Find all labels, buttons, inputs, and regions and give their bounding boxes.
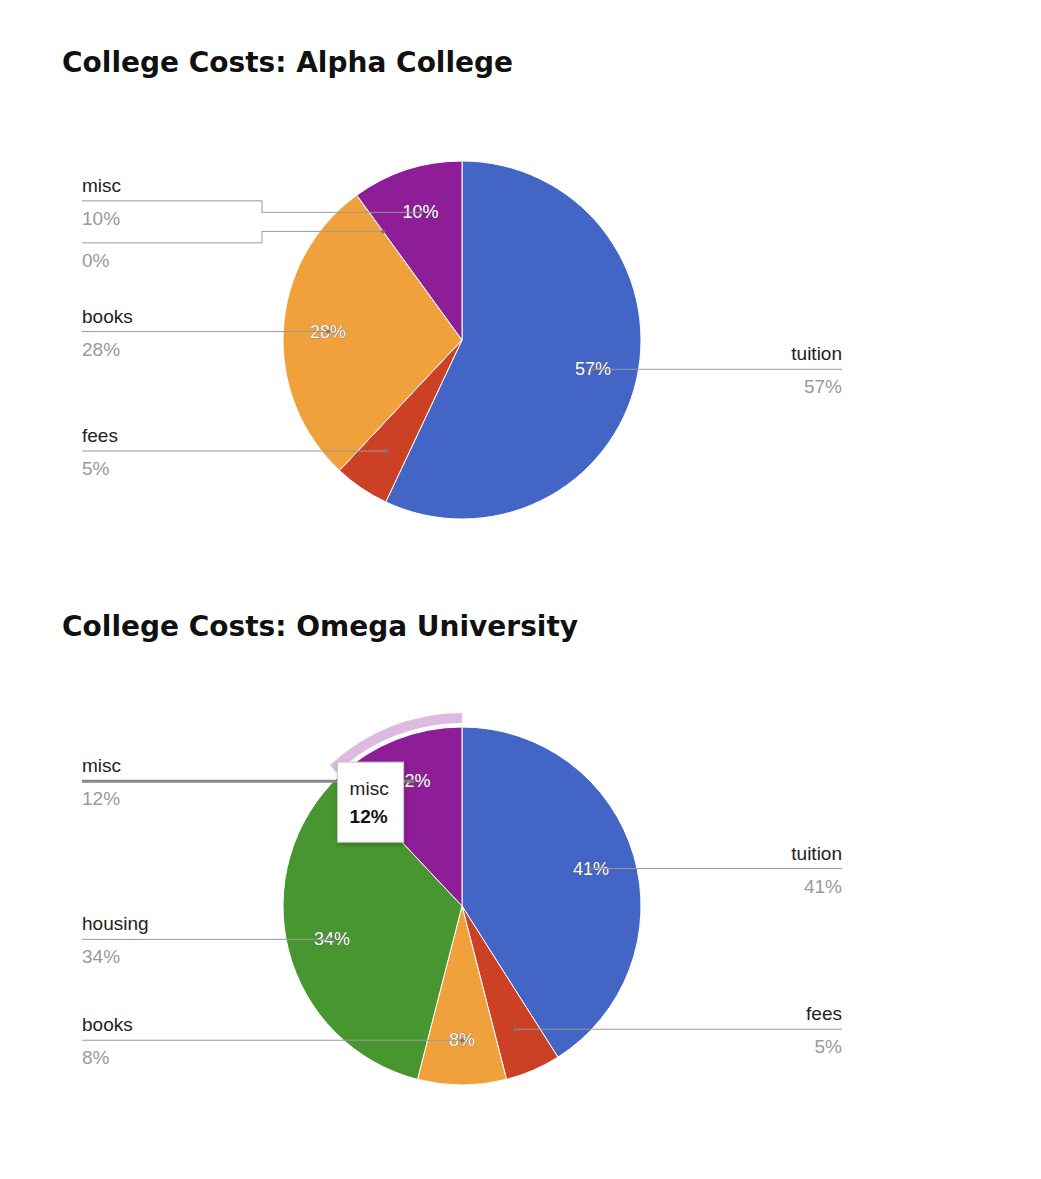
leader-labels: misc 10% 0% books 28% fees 5% tuition 57% [82, 175, 842, 479]
leader-dot [460, 1038, 464, 1042]
legend-name: fees [806, 1003, 842, 1024]
leader-line [82, 201, 421, 212]
chart-canvas: College Costs: Alpha College57%28%10%mis… [0, 0, 1041, 1179]
legend-value: 10% [82, 208, 120, 229]
pie-chart: College Costs: Omega University 41% 8% 34% 1… [62, 610, 842, 1085]
tooltip-name: misc [350, 778, 389, 799]
chart-title: College Costs: Omega University [62, 610, 578, 643]
leader-labels: misc 12% housing 34% books 8% tuition 41% fees 5% [82, 755, 842, 1068]
legend-name: books [82, 306, 133, 327]
legend-value: 34% [82, 946, 120, 967]
leader-dot [591, 367, 595, 371]
leader-line [82, 451, 387, 452]
legend-value: 5% [82, 458, 110, 479]
legend-value: 41% [804, 876, 842, 897]
pie-slice[interactable] [357, 161, 462, 340]
legend-name: misc [82, 175, 121, 196]
leader-dot [513, 1027, 517, 1031]
leader-dot [589, 867, 593, 871]
chart-title: College Costs: Alpha College [62, 46, 513, 79]
legend-value: 28% [82, 339, 120, 360]
legend-name: housing [82, 913, 149, 934]
legend-value: 12% [82, 788, 120, 809]
leader-dot [381, 229, 385, 233]
legend-name: misc [82, 755, 121, 776]
leader-line [591, 868, 842, 869]
leader-dot [330, 937, 334, 941]
tooltip-value: 12% [350, 806, 388, 827]
leader-line [82, 231, 383, 242]
pie-chart: College Costs: Alpha College57%28%10%mis… [62, 46, 842, 519]
legend-name: fees [82, 425, 118, 446]
leader-line [82, 1040, 462, 1041]
slices [283, 161, 641, 519]
leader-dot [326, 330, 330, 334]
legend-name: books [82, 1014, 133, 1035]
leader-line [515, 1029, 842, 1030]
legend-name: tuition [791, 343, 842, 364]
leader-line [82, 331, 328, 332]
leader-dot [411, 779, 415, 783]
leader-dot [385, 449, 389, 453]
leader-dot [419, 210, 423, 214]
legend-value: 0% [82, 250, 110, 271]
legend-value: 57% [804, 376, 842, 397]
leader-line [82, 939, 332, 940]
leader-line [593, 369, 842, 370]
tooltip: misc 12% [338, 762, 404, 842]
tooltip-box [338, 762, 404, 842]
legend-value: 5% [815, 1036, 843, 1057]
legend-value: 8% [82, 1047, 110, 1068]
legend-name: tuition [791, 843, 842, 864]
